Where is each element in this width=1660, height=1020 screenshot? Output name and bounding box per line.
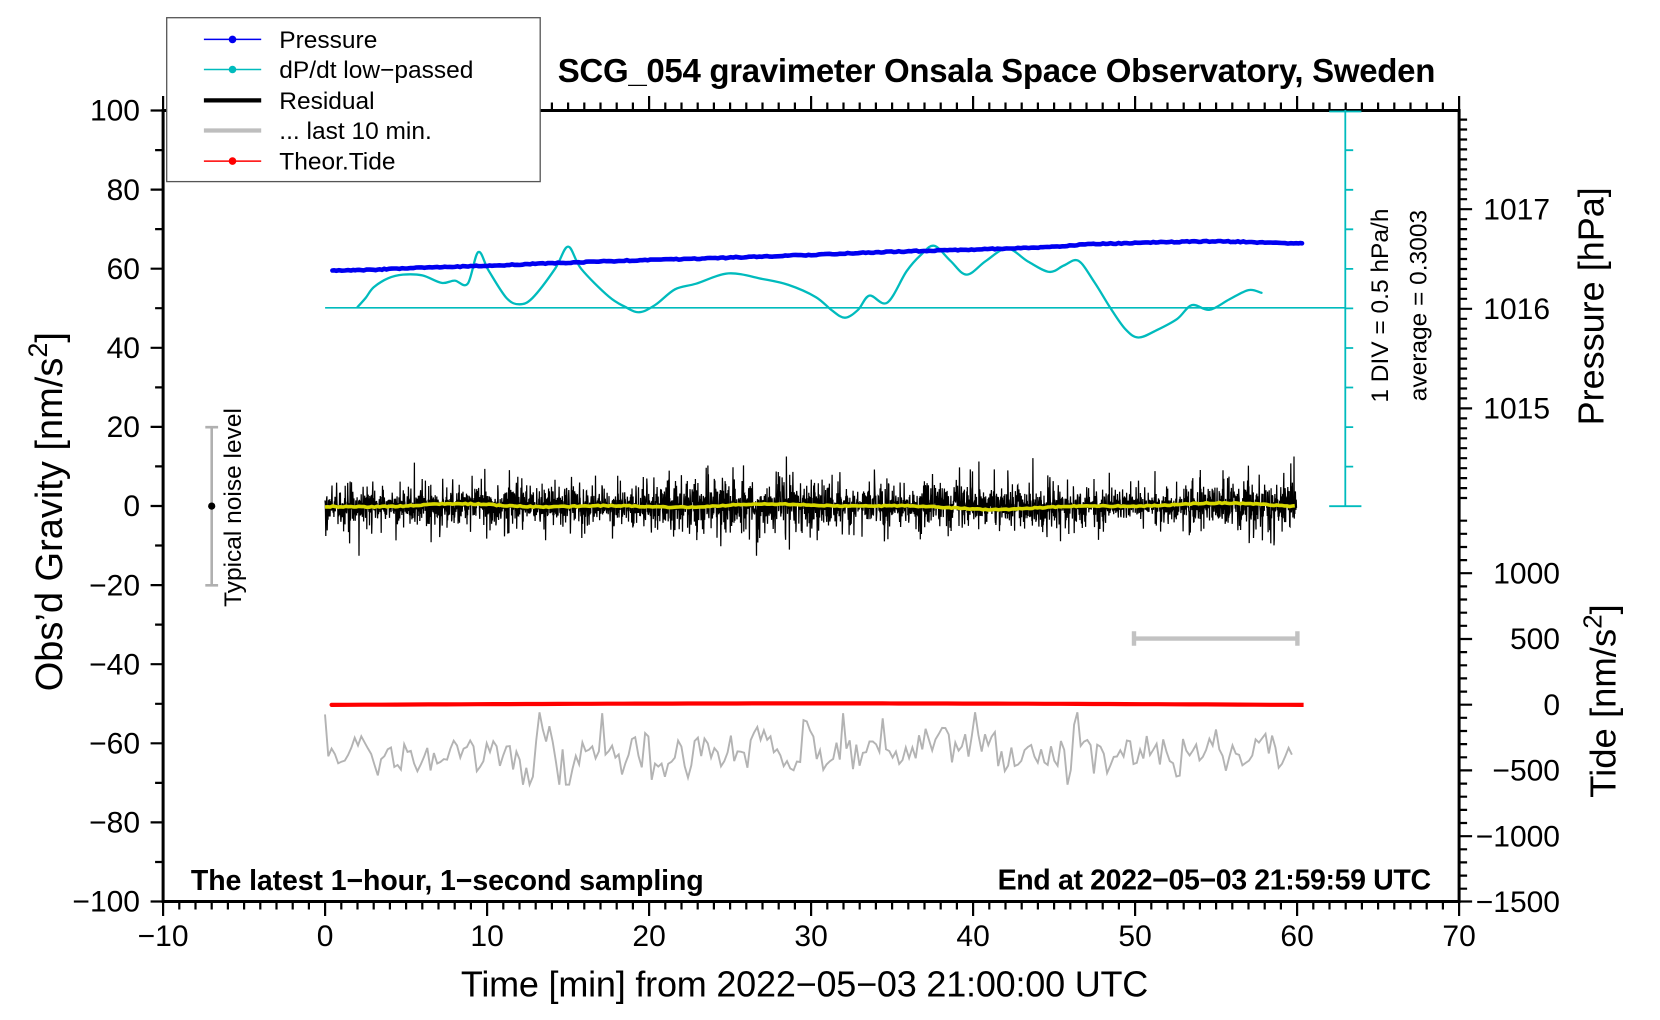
svg-text:1016: 1016 (1483, 293, 1550, 326)
svg-text:End at 2022−05−03 21:59:59 UTC: End at 2022−05−03 21:59:59 UTC (998, 864, 1431, 896)
svg-text:80: 80 (107, 174, 140, 207)
svg-text:average = 0.3003: average = 0.3003 (1406, 210, 1433, 401)
svg-text:1 DIV = 0.5 hPa/h: 1 DIV = 0.5 hPa/h (1367, 209, 1394, 403)
svg-text:40: 40 (956, 920, 989, 953)
svg-text:500: 500 (1510, 623, 1560, 656)
svg-text:Time [min] from 2022−05−03 21:: Time [min] from 2022−05−03 21:00:00 UTC (461, 963, 1148, 1004)
svg-text:20: 20 (107, 411, 140, 444)
svg-text:Theor.Tide: Theor.Tide (279, 149, 395, 176)
svg-text:−500: −500 (1492, 755, 1560, 788)
svg-text:−1000: −1000 (1476, 820, 1560, 853)
svg-text:−60: −60 (89, 728, 140, 761)
svg-text:−20: −20 (89, 569, 140, 602)
svg-text:0: 0 (123, 490, 140, 523)
svg-text:70: 70 (1442, 920, 1475, 953)
svg-text:dP/dt low−passed: dP/dt low−passed (279, 57, 473, 84)
svg-text:SCG_054 gravimeter Onsala Spac: SCG_054 gravimeter Onsala Space Observat… (558, 52, 1435, 89)
svg-text:0: 0 (1543, 689, 1560, 722)
svg-text:Pressure [hPa]: Pressure [hPa] (1571, 187, 1612, 425)
svg-text:Typical noise level: Typical noise level (220, 408, 247, 607)
svg-text:40: 40 (107, 332, 140, 365)
svg-text:Pressure: Pressure (279, 27, 377, 54)
svg-text:Tide [nm/s2]: Tide [nm/s2] (1578, 604, 1624, 798)
svg-text:1015: 1015 (1483, 393, 1550, 426)
svg-text:60: 60 (1280, 920, 1313, 953)
svg-text:... last 10 min.: ... last 10 min. (279, 118, 432, 145)
svg-text:Obs’d Gravity [nm/s2]: Obs’d Gravity [nm/s2] (23, 332, 71, 691)
svg-text:−80: −80 (89, 807, 140, 840)
svg-text:−100: −100 (72, 886, 140, 919)
svg-text:Residual: Residual (279, 88, 374, 115)
svg-text:100: 100 (90, 95, 140, 128)
svg-text:−10: −10 (138, 920, 189, 953)
svg-text:0: 0 (317, 920, 334, 953)
svg-text:1000: 1000 (1493, 558, 1560, 591)
svg-text:The latest 1−hour, 1−second sa: The latest 1−hour, 1−second sampling (191, 865, 704, 897)
svg-text:20: 20 (632, 920, 665, 953)
svg-text:60: 60 (107, 253, 140, 286)
svg-text:−1500: −1500 (1476, 886, 1560, 919)
svg-text:50: 50 (1118, 920, 1151, 953)
svg-text:−40: −40 (89, 648, 140, 681)
svg-text:10: 10 (470, 920, 503, 953)
svg-text:30: 30 (794, 920, 827, 953)
svg-text:1017: 1017 (1483, 193, 1550, 226)
